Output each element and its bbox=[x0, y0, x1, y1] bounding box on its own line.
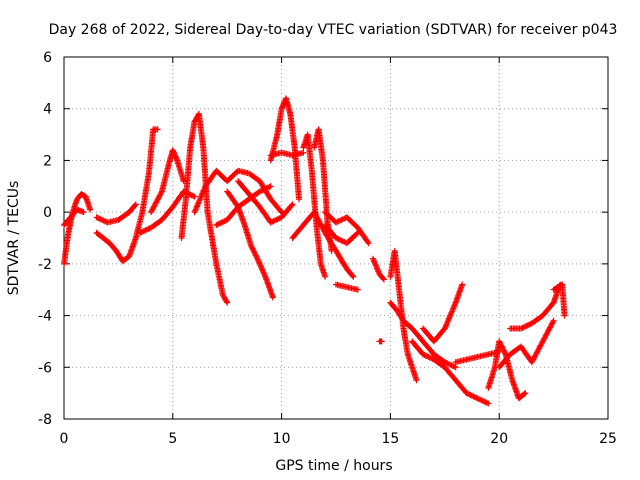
data-point bbox=[223, 298, 230, 305]
data-point bbox=[158, 189, 165, 196]
data-point bbox=[484, 399, 490, 406]
y-tick-label: -8 bbox=[38, 412, 52, 428]
data-point bbox=[180, 178, 187, 185]
y-axis-tick-labels: -8 -6 -4 -2 0 2 4 6 bbox=[38, 50, 52, 428]
data-point bbox=[132, 201, 139, 208]
data-point bbox=[354, 229, 361, 236]
data-point bbox=[521, 391, 528, 397]
x-axis-label: GPS time / hours bbox=[275, 458, 392, 474]
data-point bbox=[334, 235, 341, 242]
data-point bbox=[533, 350, 540, 357]
data-point bbox=[87, 206, 94, 213]
x-tick-label: 10 bbox=[273, 431, 291, 447]
y-tick-label: 6 bbox=[43, 50, 52, 66]
data-point bbox=[477, 396, 484, 403]
data-point bbox=[218, 219, 225, 226]
data-point bbox=[337, 236, 344, 243]
data-point bbox=[364, 238, 371, 245]
data-point bbox=[221, 218, 228, 225]
data-point bbox=[425, 353, 432, 360]
data-point bbox=[354, 286, 361, 293]
data-point bbox=[353, 230, 360, 237]
data-point bbox=[466, 391, 473, 398]
data-point bbox=[269, 294, 276, 301]
data-point bbox=[350, 273, 357, 280]
x-tick-label: 5 bbox=[168, 431, 177, 447]
data-point bbox=[365, 240, 372, 247]
data-point bbox=[378, 338, 385, 345]
tick-marks bbox=[63, 56, 609, 420]
data-point bbox=[80, 209, 87, 216]
data-point bbox=[224, 299, 231, 306]
x-tick-label: 15 bbox=[381, 431, 399, 447]
x-tick-label: 0 bbox=[60, 431, 69, 447]
data-point bbox=[96, 215, 103, 222]
data-points bbox=[61, 95, 568, 407]
data-point bbox=[277, 208, 284, 214]
data-point bbox=[288, 202, 295, 209]
data-point bbox=[154, 126, 161, 133]
data-point bbox=[550, 317, 557, 324]
y-tick-label: -2 bbox=[38, 257, 52, 273]
y-tick-label: -6 bbox=[38, 360, 52, 376]
data-point bbox=[380, 275, 386, 282]
x-tick-label: 20 bbox=[490, 431, 508, 447]
data-point bbox=[131, 202, 138, 209]
y-tick-label: 2 bbox=[43, 153, 52, 169]
chart-title: Day 268 of 2022, Sidereal Day-to-day VTE… bbox=[49, 22, 618, 38]
y-tick-label: 4 bbox=[43, 102, 52, 118]
data-point bbox=[300, 149, 307, 156]
data-point bbox=[522, 390, 529, 397]
data-point bbox=[452, 364, 459, 371]
data-point bbox=[524, 322, 531, 329]
y-tick-label: -4 bbox=[38, 309, 52, 325]
data-point bbox=[191, 193, 198, 200]
y-tick-label: 0 bbox=[43, 205, 52, 221]
data-point bbox=[459, 281, 466, 288]
grid-lines bbox=[64, 57, 608, 419]
x-axis-tick-labels: 0 5 10 15 20 25 bbox=[60, 431, 617, 447]
data-point bbox=[322, 273, 329, 280]
data-point bbox=[289, 201, 296, 208]
data-point bbox=[380, 276, 387, 283]
data-point bbox=[463, 390, 470, 397]
data-point bbox=[413, 377, 420, 384]
x-tick-label: 25 bbox=[599, 431, 617, 447]
data-point bbox=[296, 196, 302, 203]
data-point bbox=[267, 183, 274, 190]
data-point bbox=[144, 226, 150, 233]
data-point bbox=[349, 272, 356, 279]
data-point bbox=[561, 312, 568, 319]
plot-frame bbox=[63, 56, 609, 420]
data-point bbox=[259, 187, 266, 194]
y-axis-label: SDTVAR / TECUs bbox=[6, 181, 22, 296]
data-point bbox=[485, 400, 492, 407]
data-point bbox=[262, 185, 269, 192]
